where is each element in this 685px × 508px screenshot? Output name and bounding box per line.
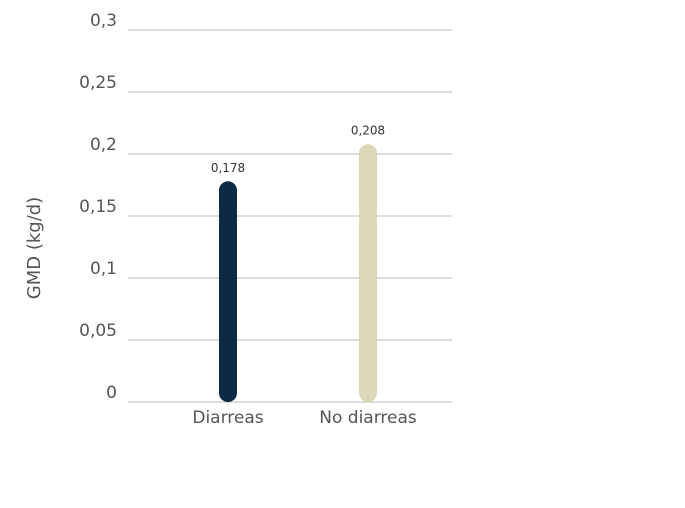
- bar: [219, 181, 237, 402]
- y-tick-label: 0,25: [79, 73, 117, 93]
- x-tick-label: Diarreas: [192, 408, 263, 428]
- y-tick-label: 0: [106, 383, 117, 403]
- value-label: 0,178: [211, 161, 245, 175]
- y-tick-label: 0,15: [79, 197, 117, 217]
- bar: [359, 144, 377, 402]
- x-tick-label: No diarreas: [319, 408, 417, 428]
- y-tick-label: 0,1: [90, 259, 117, 279]
- value-label: 0,208: [351, 124, 385, 138]
- y-tick-label: 0,05: [79, 321, 117, 341]
- y-axis-title: GMD (kg/d): [24, 197, 45, 299]
- y-tick-label: 0,2: [90, 135, 117, 155]
- y-tick-label: 0,3: [90, 11, 117, 31]
